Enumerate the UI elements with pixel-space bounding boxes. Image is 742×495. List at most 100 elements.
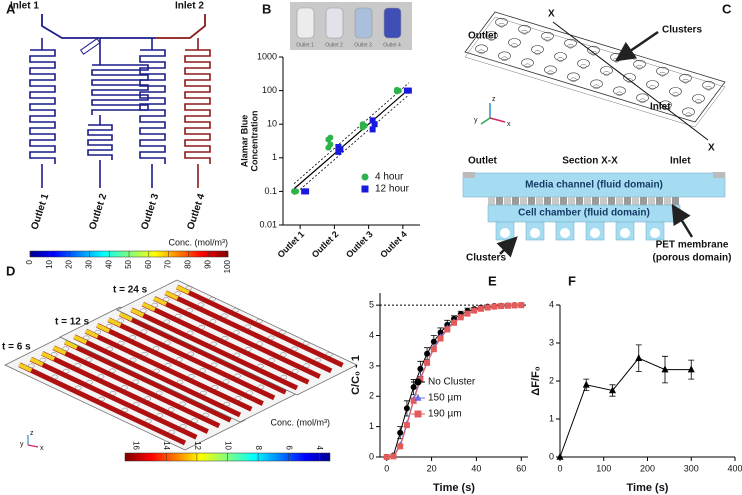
well	[234, 396, 242, 401]
label: X	[548, 9, 555, 20]
well	[495, 17, 508, 27]
well	[164, 363, 172, 368]
marker	[393, 86, 400, 93]
well	[679, 73, 692, 83]
y-tick-label: 100	[262, 85, 277, 95]
device-base	[464, 16, 726, 128]
marker	[609, 386, 616, 394]
concentration-front	[96, 323, 111, 333]
well	[94, 329, 102, 335]
legend-label: 190 µm	[428, 409, 462, 420]
well	[498, 22, 505, 28]
well	[659, 71, 666, 77]
well	[121, 407, 129, 413]
tube	[296, 7, 315, 39]
well	[292, 369, 299, 374]
legend-marker	[361, 185, 369, 193]
channel	[155, 14, 206, 39]
legend-marker	[361, 173, 369, 181]
marker	[335, 143, 342, 150]
concentration-stripe	[41, 351, 209, 434]
well	[145, 418, 152, 424]
well	[199, 368, 207, 373]
membrane	[624, 197, 631, 205]
legend-label: 4 hour	[375, 172, 404, 183]
membrane	[504, 197, 511, 205]
channel	[41, 14, 155, 39]
well	[256, 318, 263, 324]
well	[302, 341, 310, 346]
well	[234, 373, 241, 379]
channel	[91, 64, 149, 115]
x-tick-label: 200	[640, 463, 655, 473]
y-tick-label: 1	[549, 413, 554, 423]
y-tick-label: 2	[369, 391, 374, 401]
cluster	[560, 228, 570, 238]
well	[587, 45, 600, 55]
well	[246, 390, 253, 395]
marker	[451, 319, 457, 326]
well	[85, 357, 93, 362]
y-tick-label: 1000	[257, 51, 277, 61]
membrane	[568, 197, 575, 205]
well	[580, 64, 587, 69]
concentration-stripe	[141, 301, 310, 385]
channel	[29, 49, 56, 164]
colorbar-tick-label: 16	[132, 441, 141, 450]
marker	[397, 443, 404, 450]
well	[695, 99, 702, 104]
well	[202, 412, 210, 418]
well	[97, 374, 105, 379]
well	[106, 346, 114, 352]
label: Inlet 2	[175, 1, 204, 12]
well	[567, 72, 580, 82]
y-tick-label: 0.1	[264, 186, 277, 196]
colorbar-tick-label: 40	[104, 259, 113, 268]
well	[257, 363, 264, 369]
marker	[504, 302, 511, 309]
panel-label: C	[722, 1, 732, 16]
well	[185, 285, 193, 291]
x-tick-label: Outlet 3	[344, 229, 375, 260]
label: t = 12 s	[55, 317, 90, 328]
marker	[359, 121, 366, 128]
well	[155, 390, 163, 396]
marker	[417, 365, 424, 372]
well	[233, 352, 241, 358]
panel-label: F	[568, 273, 576, 288]
x-axis-label: Time (s)	[627, 482, 669, 494]
well	[188, 374, 195, 379]
concentration-front	[41, 351, 56, 361]
axis-triad	[27, 444, 39, 448]
panel-label: D	[6, 263, 15, 278]
well	[685, 112, 692, 118]
marker	[369, 126, 376, 133]
channel	[139, 49, 166, 164]
panel-label: B	[262, 1, 271, 16]
concentration-stripe	[153, 296, 321, 379]
well	[567, 43, 574, 49]
colorbar-tick-label: 12	[193, 441, 202, 450]
membrane	[528, 197, 535, 205]
well	[626, 78, 633, 83]
well	[200, 390, 207, 396]
marker	[424, 350, 431, 357]
well	[557, 57, 564, 62]
well	[105, 324, 113, 329]
section-line	[552, 21, 709, 141]
marker	[403, 422, 410, 429]
well	[210, 362, 218, 368]
y-axis-label: Alamar Blue	[239, 115, 249, 168]
well	[541, 31, 554, 41]
x-tick-label: 20	[427, 463, 437, 473]
marker	[471, 307, 478, 314]
label: Clusters	[662, 25, 702, 36]
y-tick-label: 5	[369, 300, 374, 310]
membrane	[664, 197, 671, 205]
y-tick-label: 4	[369, 330, 374, 340]
well	[702, 80, 715, 90]
well	[268, 335, 275, 341]
label: Outlet	[468, 31, 498, 42]
well	[498, 51, 511, 61]
arrow	[671, 203, 694, 238]
